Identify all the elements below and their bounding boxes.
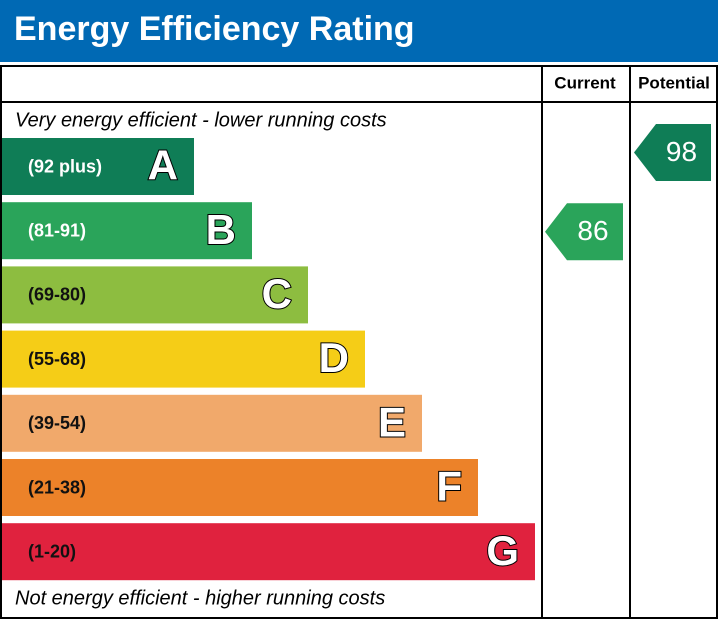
band-range: (81-91) [28,220,86,240]
band-letter: C [262,270,292,317]
band-bar [2,330,365,388]
band-bar [2,523,535,581]
rating-value: 98 [666,136,697,167]
band-bar [2,138,194,195]
band-letter: G [486,527,519,574]
band-bar [2,266,308,324]
rating-arrow [634,124,711,181]
band-bar [2,459,478,516]
band-letter: E [378,398,406,445]
rating-arrow [545,203,623,261]
column-header: Potential [638,73,710,92]
band-bar [2,394,422,452]
band-letter: D [319,334,349,381]
band-range: (39-54) [28,413,86,433]
band-letter: A [148,142,178,189]
table-border [0,65,718,619]
band-letter: B [206,206,236,253]
band-range: (92 plus) [28,156,102,176]
band-bar [2,202,252,260]
band-range: (1-20) [28,541,76,561]
header-bar [0,0,718,62]
rating-value: 86 [577,215,608,246]
bottom-note: Not energy efficient - higher running co… [15,587,385,609]
top-note: Very energy efficient - lower running co… [15,109,387,131]
band-range: (69-80) [28,285,86,305]
column-header: Current [554,73,616,92]
band-letter: F [436,463,462,510]
title: Energy Efficiency Rating [14,10,415,48]
band-range: (55-68) [28,349,86,369]
band-range: (21-38) [28,477,86,497]
